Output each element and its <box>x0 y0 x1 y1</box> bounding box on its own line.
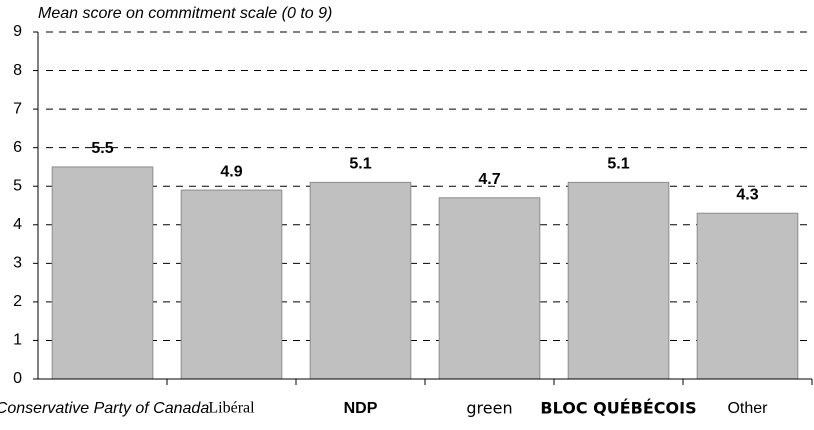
y-tick-label: 6 <box>13 139 22 156</box>
value-label: 4.3 <box>736 186 758 203</box>
y-tick-label: 5 <box>13 177 22 194</box>
value-label: 5.1 <box>349 156 371 173</box>
y-tick-label: 2 <box>13 293 22 310</box>
x-tick-label: Conservative Party of Canada <box>0 400 209 417</box>
bar <box>696 212 799 380</box>
chart-title: Mean score on commitment scale (0 to 9) <box>38 5 332 22</box>
bar <box>438 197 541 380</box>
x-tick-label: Libéral <box>208 400 255 417</box>
value-label: 5.5 <box>91 140 113 157</box>
bar <box>180 189 283 380</box>
y-tick-label: 8 <box>13 62 22 79</box>
y-tick-label: 1 <box>13 332 22 349</box>
value-label: 4.9 <box>220 163 242 180</box>
x-tick-label: BLOC QUÉBÉCOIS <box>540 399 696 418</box>
x-tick-label: Other <box>727 400 768 417</box>
x-tick-label: NDP <box>344 400 378 417</box>
y-tick-label: 7 <box>13 100 22 117</box>
y-tick-label: 3 <box>13 255 22 272</box>
value-label: 5.1 <box>607 156 629 173</box>
bar <box>51 166 154 380</box>
bar <box>309 181 412 380</box>
bar <box>567 181 670 380</box>
y-tick-label: 4 <box>13 216 22 233</box>
value-label: 4.7 <box>478 171 500 188</box>
x-tick-label: green <box>466 399 512 418</box>
y-tick-label: 0 <box>13 370 22 387</box>
y-tick-label: 9 <box>13 23 22 40</box>
